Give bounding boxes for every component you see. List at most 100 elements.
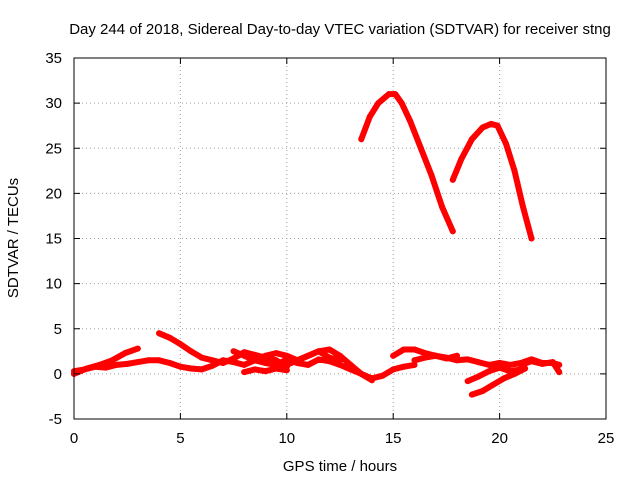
- data-point: [468, 391, 475, 398]
- data-point: [96, 361, 103, 368]
- data-point: [337, 352, 343, 359]
- data-point: [358, 136, 365, 143]
- data-point: [411, 361, 418, 368]
- data-point: [507, 361, 514, 368]
- data-point: [517, 361, 524, 368]
- data-point: [428, 172, 435, 179]
- data-point: [241, 361, 248, 368]
- data-point: [198, 354, 205, 361]
- series-arc-1: [358, 91, 456, 235]
- data-point: [528, 235, 535, 242]
- data-point: [479, 124, 486, 131]
- data-point: [109, 357, 116, 364]
- data-point: [392, 91, 399, 98]
- data-point: [241, 369, 248, 376]
- y-tick-label: 35: [45, 50, 62, 67]
- data-point: [556, 369, 563, 376]
- data-point: [177, 341, 184, 348]
- data-point: [283, 367, 290, 374]
- data-point: [251, 351, 258, 358]
- data-point: [262, 368, 269, 375]
- y-tick-label: -5: [49, 411, 62, 428]
- data-point: [494, 122, 501, 129]
- data-point: [230, 355, 237, 362]
- y-tick-label: 0: [54, 366, 62, 383]
- data-point: [262, 352, 269, 359]
- data-point: [156, 357, 163, 364]
- data-point: [468, 136, 475, 143]
- data-point: [496, 360, 503, 366]
- data-point: [198, 366, 205, 373]
- series-arc-2: [449, 120, 535, 242]
- data-point: [262, 360, 269, 366]
- data-point: [385, 91, 392, 98]
- data-point: [411, 357, 418, 364]
- data-point: [454, 352, 460, 359]
- data-point: [407, 118, 414, 125]
- data-point: [326, 354, 333, 361]
- y-tick-label: 30: [45, 95, 62, 112]
- data-point: [486, 368, 492, 375]
- x-tick-label: 20: [491, 430, 508, 447]
- data-point: [251, 366, 258, 373]
- data-point: [400, 346, 407, 353]
- data-point: [273, 357, 280, 364]
- data-point: [251, 357, 258, 364]
- data-point: [520, 203, 526, 210]
- data-point: [305, 361, 312, 368]
- data-point: [156, 330, 163, 337]
- data-point: [400, 363, 407, 370]
- data-point: [209, 357, 216, 364]
- data-point: [475, 373, 482, 380]
- data-point: [366, 113, 373, 120]
- x-tick-label: 10: [278, 430, 295, 447]
- data-point: [122, 350, 129, 357]
- x-tick-label: 0: [70, 430, 78, 447]
- chart-title: Day 244 of 2018, Sidereal Day-to-day VTE…: [69, 21, 611, 38]
- data-point: [503, 140, 509, 147]
- data-point: [390, 352, 397, 359]
- data-point: [432, 352, 439, 359]
- data-point: [294, 357, 301, 364]
- data-point: [283, 361, 290, 368]
- data-point: [358, 370, 365, 377]
- x-tick-label: 25: [598, 430, 615, 447]
- data-point: [134, 359, 141, 366]
- data-point: [422, 354, 429, 361]
- data-point: [486, 361, 492, 368]
- data-point: [337, 361, 343, 368]
- x-axis-label: GPS time / hours: [283, 458, 397, 475]
- data-point: [549, 359, 556, 366]
- data-point: [500, 375, 507, 382]
- data-point: [398, 100, 405, 107]
- data-point: [511, 167, 518, 174]
- data-point: [134, 345, 141, 352]
- grid-lines: [74, 58, 606, 419]
- data-point: [241, 352, 248, 359]
- data-point: [188, 365, 194, 372]
- data-point: [464, 378, 471, 385]
- data-point: [315, 348, 322, 355]
- data-point: [475, 359, 482, 366]
- data-point: [230, 348, 237, 355]
- y-axis-label: SDTVAR / TECUs: [5, 178, 22, 298]
- data-point: [188, 348, 194, 355]
- data-point: [488, 120, 495, 127]
- data-point: [368, 377, 375, 384]
- x-tick-label: 15: [385, 430, 402, 447]
- data-point: [443, 355, 450, 362]
- y-tick-label: 20: [45, 185, 62, 202]
- data-point: [124, 360, 131, 367]
- data-point: [490, 381, 497, 388]
- y-tick-label: 25: [45, 140, 62, 157]
- data-point: [464, 356, 471, 363]
- data-point: [449, 228, 456, 235]
- data-point: [145, 357, 152, 364]
- data-point: [305, 352, 312, 359]
- data-point: [177, 363, 184, 370]
- data-point: [539, 360, 546, 367]
- data-point: [220, 360, 226, 366]
- data-point: [326, 346, 333, 353]
- data-point: [511, 370, 518, 377]
- plot-area: [71, 91, 563, 398]
